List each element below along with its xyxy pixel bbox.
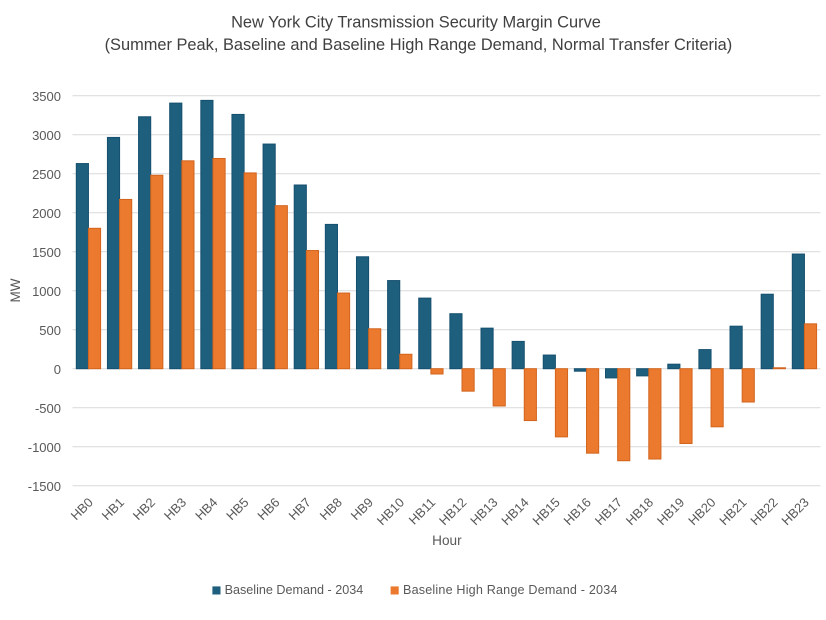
svg-text:1000: 1000: [32, 284, 61, 299]
svg-text:New York City Transmission Sec: New York City Transmission Security Marg…: [231, 13, 601, 31]
svg-text:3500: 3500: [32, 89, 61, 104]
svg-text:0: 0: [54, 362, 61, 377]
svg-text:-1500: -1500: [28, 479, 61, 494]
svg-text:Baseline Demand - 2034: Baseline Demand - 2034: [225, 583, 364, 597]
svg-text:-1000: -1000: [28, 440, 61, 455]
svg-text:500: 500: [39, 323, 61, 338]
svg-text:MW: MW: [8, 278, 23, 302]
svg-text:(Summer Peak, Baseline and Bas: (Summer Peak, Baseline and Baseline High…: [105, 36, 733, 54]
svg-text:Hour: Hour: [432, 533, 462, 548]
svg-text:-500: -500: [35, 401, 61, 416]
svg-text:2000: 2000: [32, 206, 61, 221]
svg-text:2500: 2500: [32, 167, 61, 182]
svg-text:3000: 3000: [32, 128, 61, 143]
svg-text:Baseline High Range Demand - 2: Baseline High Range Demand - 2034: [403, 583, 618, 597]
svg-text:1500: 1500: [32, 245, 61, 260]
